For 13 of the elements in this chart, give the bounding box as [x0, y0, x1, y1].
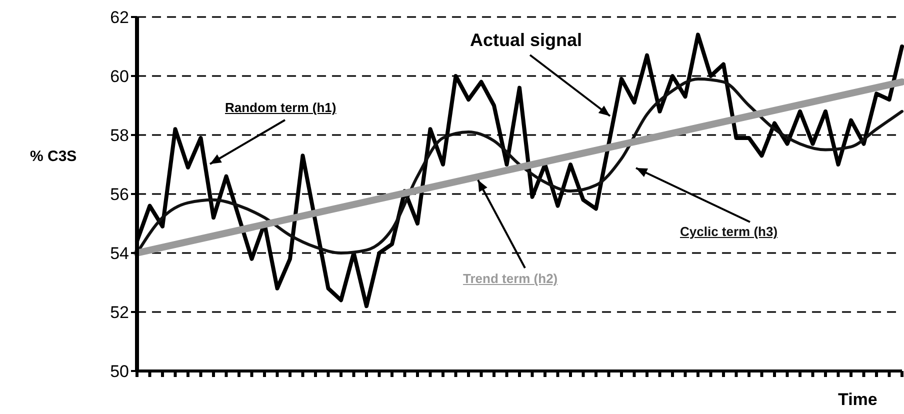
x-axis-title: Time	[838, 390, 878, 410]
y-tick-label: 58	[110, 126, 129, 146]
series-label: Actual signal	[470, 30, 582, 51]
y-tick-label: 50	[110, 362, 129, 382]
y-tick-label: 60	[110, 67, 129, 86]
annotation: Random term (h1)	[225, 100, 336, 115]
y-tick-label: 62	[110, 8, 129, 28]
text: Trend term (h2)	[463, 271, 558, 286]
y-tick-label: 54	[110, 244, 129, 264]
y-tick-label: 56	[110, 185, 129, 204]
y-tick-label: 52	[110, 303, 129, 322]
y-axis-title: % C3S	[30, 148, 77, 165]
text: Cyclic term (h3)	[680, 224, 778, 239]
